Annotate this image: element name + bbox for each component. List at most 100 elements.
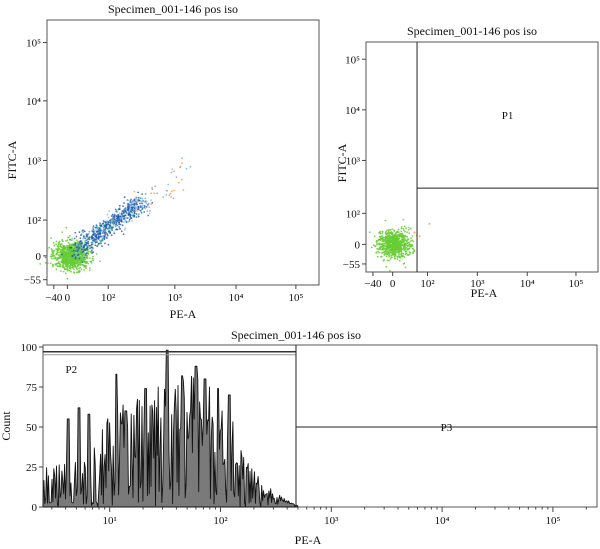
chart1-point xyxy=(147,204,149,206)
chart1-point xyxy=(140,197,143,200)
chart2-point xyxy=(389,249,392,252)
chart2-point xyxy=(398,247,400,249)
chart1-point xyxy=(112,220,115,223)
chart1-point xyxy=(112,224,115,227)
chart1-point xyxy=(121,212,123,215)
chart2-point xyxy=(388,229,390,232)
chart1-point xyxy=(109,219,111,222)
chart2-point xyxy=(372,244,375,247)
chart1-point xyxy=(75,267,78,270)
chart1-point xyxy=(90,246,93,249)
chart2-point xyxy=(381,232,384,235)
chart1-point xyxy=(119,223,122,226)
chart2-point xyxy=(380,255,383,258)
chart1-point xyxy=(123,228,126,231)
chart2-point xyxy=(397,237,400,240)
dot-plot-2: Specimen_001-146 pos iso P1 −40 0 10² 10³ 10… xyxy=(335,24,599,300)
chart1-point xyxy=(104,220,106,223)
chart1-point xyxy=(83,264,86,267)
chart2-point xyxy=(407,229,410,231)
chart1-point xyxy=(88,269,91,271)
chart1-point xyxy=(67,241,70,244)
chart2-point xyxy=(393,255,396,258)
chart1-point xyxy=(61,240,64,243)
chart1-point xyxy=(92,234,94,236)
chart2-point xyxy=(385,242,388,244)
chart2-point xyxy=(381,251,384,254)
chart1-point xyxy=(118,208,121,211)
chart1-point xyxy=(129,210,132,213)
chart1-point xyxy=(129,207,132,209)
chart1-point xyxy=(169,192,172,195)
chart1-point xyxy=(113,232,116,235)
chart1-point xyxy=(131,220,133,222)
chart1-point xyxy=(72,260,75,263)
chart2-point xyxy=(390,233,393,235)
chart1-point xyxy=(94,226,97,229)
chart1-point xyxy=(92,230,95,233)
chart1-point xyxy=(83,252,85,254)
chart1-point xyxy=(76,254,79,257)
chart1-point xyxy=(81,263,83,266)
chart2-point xyxy=(383,254,386,256)
chart1-point xyxy=(50,237,52,240)
chart1-point xyxy=(171,190,173,193)
chart1-point xyxy=(96,245,98,248)
chart1-point xyxy=(123,209,125,212)
chart1-point xyxy=(74,231,77,234)
chart1-point xyxy=(44,262,47,264)
chart1-point xyxy=(112,214,115,217)
chart2-point xyxy=(384,219,387,222)
chart1-point xyxy=(171,168,174,171)
chart1-point xyxy=(92,259,95,262)
chart2-point xyxy=(402,218,405,221)
chart1-point xyxy=(72,266,75,269)
chart3-y-axis-label: Count xyxy=(0,411,13,441)
chart2-point xyxy=(396,231,399,234)
chart2-point xyxy=(383,251,385,253)
chart1-point xyxy=(92,227,94,229)
chart1-point xyxy=(70,246,73,249)
dot-plot-1: Specimen_001-146 pos iso −40 0 10² 10³ 10⁴ 10… xyxy=(5,2,320,321)
chart1-point xyxy=(77,240,79,243)
chart1-point xyxy=(89,244,92,247)
chart1-point xyxy=(66,239,69,242)
chart2-point xyxy=(395,235,398,237)
chart1-point xyxy=(73,244,76,247)
chart3-plot-frame xyxy=(42,344,598,508)
chart1-point xyxy=(80,251,82,254)
chart2-point xyxy=(404,253,407,256)
chart1-point xyxy=(135,200,137,203)
chart2-point xyxy=(391,249,394,252)
chart1-plot-frame xyxy=(46,19,320,286)
chart1-point xyxy=(56,265,59,267)
chart1-point xyxy=(127,214,130,217)
chart2-point xyxy=(412,240,415,243)
chart2-point xyxy=(388,234,390,237)
chart2-point xyxy=(399,253,401,255)
chart1-point xyxy=(151,201,154,204)
chart1-point xyxy=(83,259,85,262)
chart1-point xyxy=(140,206,143,209)
chart1-point xyxy=(88,238,91,241)
chart1-point xyxy=(124,210,127,212)
chart1-point xyxy=(68,235,71,237)
chart1-point xyxy=(101,239,104,242)
chart2-point xyxy=(387,233,390,235)
chart2-point xyxy=(400,251,403,254)
chart2-gates: P1 xyxy=(416,42,598,272)
chart2-point xyxy=(377,250,379,253)
chart1-point xyxy=(76,239,78,242)
chart1-y-tick-label: 10⁴ xyxy=(26,96,41,108)
chart1-point xyxy=(78,255,80,258)
chart2-point xyxy=(377,238,380,241)
chart1-point xyxy=(56,262,59,265)
chart1-point xyxy=(79,240,82,242)
chart1-point xyxy=(81,261,84,263)
chart1-point xyxy=(69,238,71,241)
chart1-point xyxy=(110,215,113,217)
chart2-point xyxy=(410,245,413,248)
chart2-point xyxy=(388,246,391,249)
chart1-point xyxy=(72,252,75,254)
chart1-point xyxy=(58,260,60,263)
